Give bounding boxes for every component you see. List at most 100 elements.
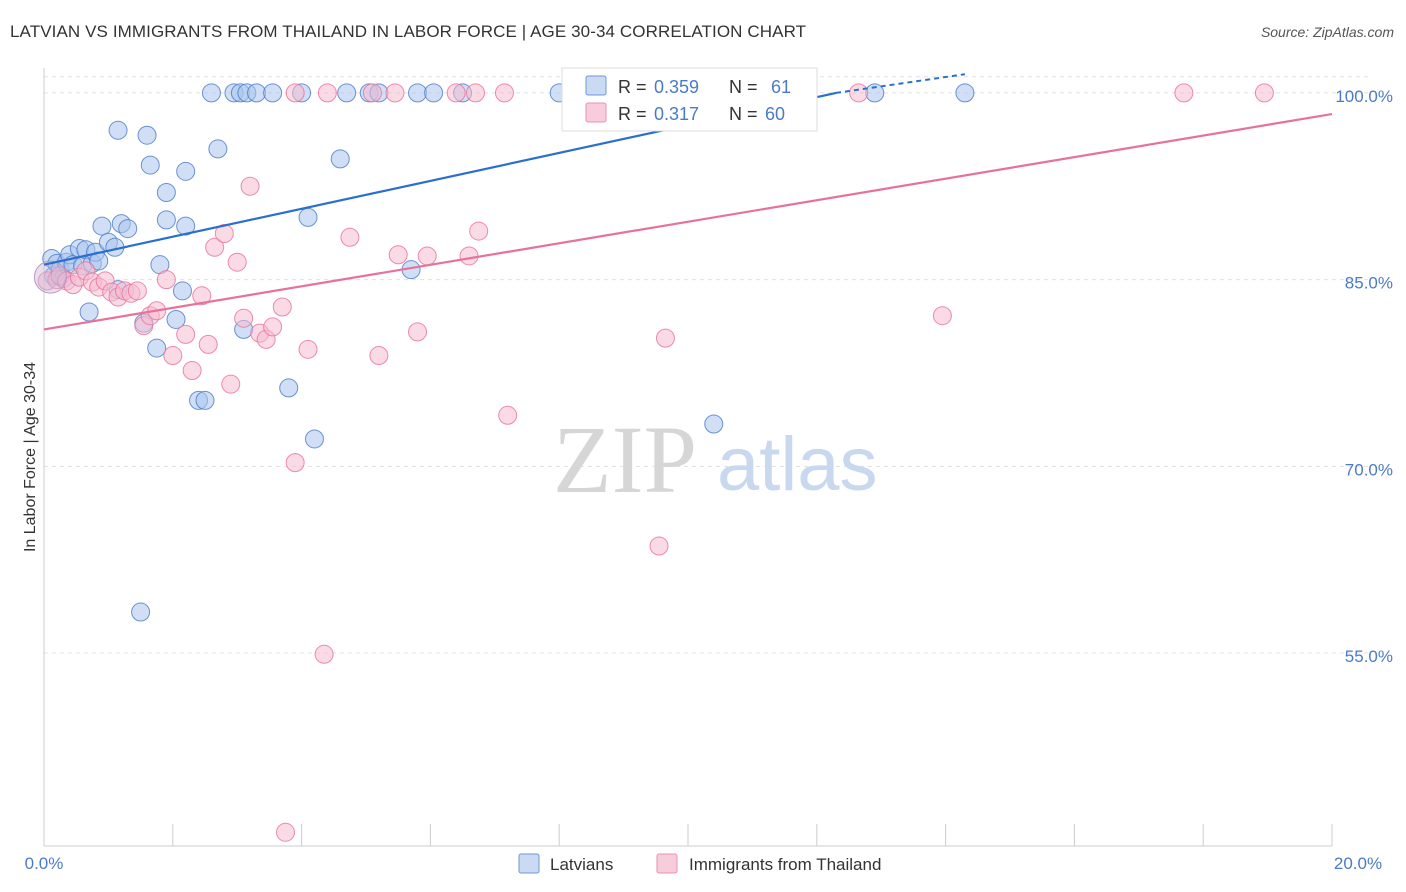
stats-n-value-thailand: 60 — [765, 104, 785, 124]
y-tick-label: 55.0% — [1345, 647, 1393, 666]
axes — [43, 68, 1333, 847]
cluster-point — [33, 260, 67, 294]
stats-n-label-thailand: N = — [729, 104, 758, 124]
stats-swatch-latvians — [585, 75, 607, 96]
latvians-point — [263, 83, 283, 103]
y-axis-label: In Labor Force | Age 30-34 — [22, 362, 39, 552]
thailand-point — [263, 317, 283, 337]
latvians-point — [92, 216, 112, 236]
latvians-point — [176, 216, 196, 236]
latvians-point — [337, 83, 357, 103]
thailand-point — [198, 334, 218, 354]
thailand-point — [182, 360, 202, 380]
thailand-point — [362, 83, 382, 103]
thailand-point — [849, 83, 869, 103]
thailand-point — [192, 286, 212, 306]
latvians-point — [140, 155, 160, 175]
thailand-point — [494, 83, 514, 103]
thailand-point — [655, 328, 675, 348]
thailand-point — [932, 306, 952, 326]
gridlines — [44, 76, 1372, 654]
latvians-point — [156, 210, 176, 230]
stats-n-value-latvians: 61 — [771, 77, 791, 97]
series-legend: Latvians Immigrants from Thailand — [518, 853, 881, 874]
latvians-point — [147, 338, 167, 358]
thailand-point — [276, 822, 295, 842]
thailand-point — [1254, 83, 1274, 103]
thailand-point — [649, 536, 669, 556]
legend-swatch-latvians — [518, 853, 540, 874]
thailand-point — [205, 237, 225, 257]
latvians-point — [176, 161, 196, 181]
data-points — [33, 83, 1274, 842]
stats-n-label-latvians: N = — [729, 77, 758, 97]
legend-label-thailand: Immigrants from Thailand — [689, 855, 881, 874]
latvians-point — [408, 83, 428, 103]
latvians-point — [118, 219, 138, 239]
latvians-point — [279, 378, 299, 398]
thailand-point — [369, 346, 389, 366]
stats-legend: R = 0.359 N = 61 R = 0.317 N = 60 — [561, 67, 818, 132]
latvians-point — [704, 414, 724, 434]
y-tick-labels: 55.0% 70.0% 85.0% 100.0% — [1335, 87, 1393, 666]
legend-swatch-thailand — [656, 853, 678, 874]
latvians-point — [424, 83, 444, 103]
latvians-point — [247, 83, 267, 103]
thailand-point — [340, 227, 360, 247]
thailand-point — [227, 252, 247, 272]
thailand-point — [285, 453, 305, 473]
latvians-point — [137, 125, 157, 145]
x-tick-label-min: 0.0% — [25, 854, 64, 873]
thailand-point — [388, 245, 408, 265]
latvians-point — [298, 207, 318, 227]
latvians-point — [166, 309, 186, 329]
thailand-point — [240, 176, 260, 196]
thailand-point — [234, 308, 254, 328]
y-tick-label: 85.0% — [1345, 274, 1393, 293]
trend-line-thailand — [43, 112, 1333, 331]
thailand-point — [156, 270, 176, 290]
thailand-point — [417, 246, 437, 266]
latvians-point — [195, 390, 215, 410]
thailand-point — [221, 374, 241, 394]
latvians-point — [330, 149, 350, 169]
stats-r-label-latvians: R = — [618, 77, 647, 97]
latvians-point — [955, 83, 975, 103]
stats-r-value-thailand: 0.317 — [654, 104, 699, 124]
watermark-atlas: atlas — [717, 422, 878, 507]
thailand-point — [285, 83, 305, 103]
latvians-point — [201, 83, 221, 103]
y-tick-label: 70.0% — [1345, 460, 1393, 479]
thailand-point — [314, 644, 334, 664]
y-tick-label: 100.0% — [1335, 87, 1393, 106]
thailand-point — [163, 346, 183, 366]
watermark-zip: ZIP — [553, 406, 697, 513]
chart-title: LATVIAN VS IMMIGRANTS FROM THAILAND IN L… — [10, 22, 807, 41]
thailand-point — [317, 83, 337, 103]
source-credit: Source: ZipAtlas.com — [1260, 24, 1394, 40]
stats-r-value-latvians: 0.359 — [654, 77, 699, 97]
thailand-point — [498, 405, 518, 425]
thailand-point — [465, 83, 485, 103]
thailand-point — [446, 83, 466, 103]
thailand-point — [459, 246, 479, 266]
thailand-point — [408, 322, 428, 342]
trend-line-latvians-extension — [835, 73, 966, 94]
thailand-point — [127, 281, 147, 301]
thailand-point — [272, 297, 292, 317]
x-tick-label-max: 20.0% — [1334, 854, 1382, 873]
thailand-point — [385, 83, 405, 103]
latvians-point — [304, 429, 324, 449]
stats-swatch-thailand — [585, 102, 607, 123]
latvians-point — [79, 302, 99, 322]
latvians-point — [131, 602, 151, 622]
thailand-point — [298, 339, 318, 359]
latvians-point — [172, 281, 192, 301]
legend-label-latvians: Latvians — [550, 855, 613, 874]
thailand-point — [469, 221, 489, 241]
thailand-point — [1174, 83, 1194, 103]
latvians-point — [208, 139, 228, 159]
watermark: ZIP atlas — [553, 406, 878, 513]
thailand-point — [176, 324, 196, 344]
